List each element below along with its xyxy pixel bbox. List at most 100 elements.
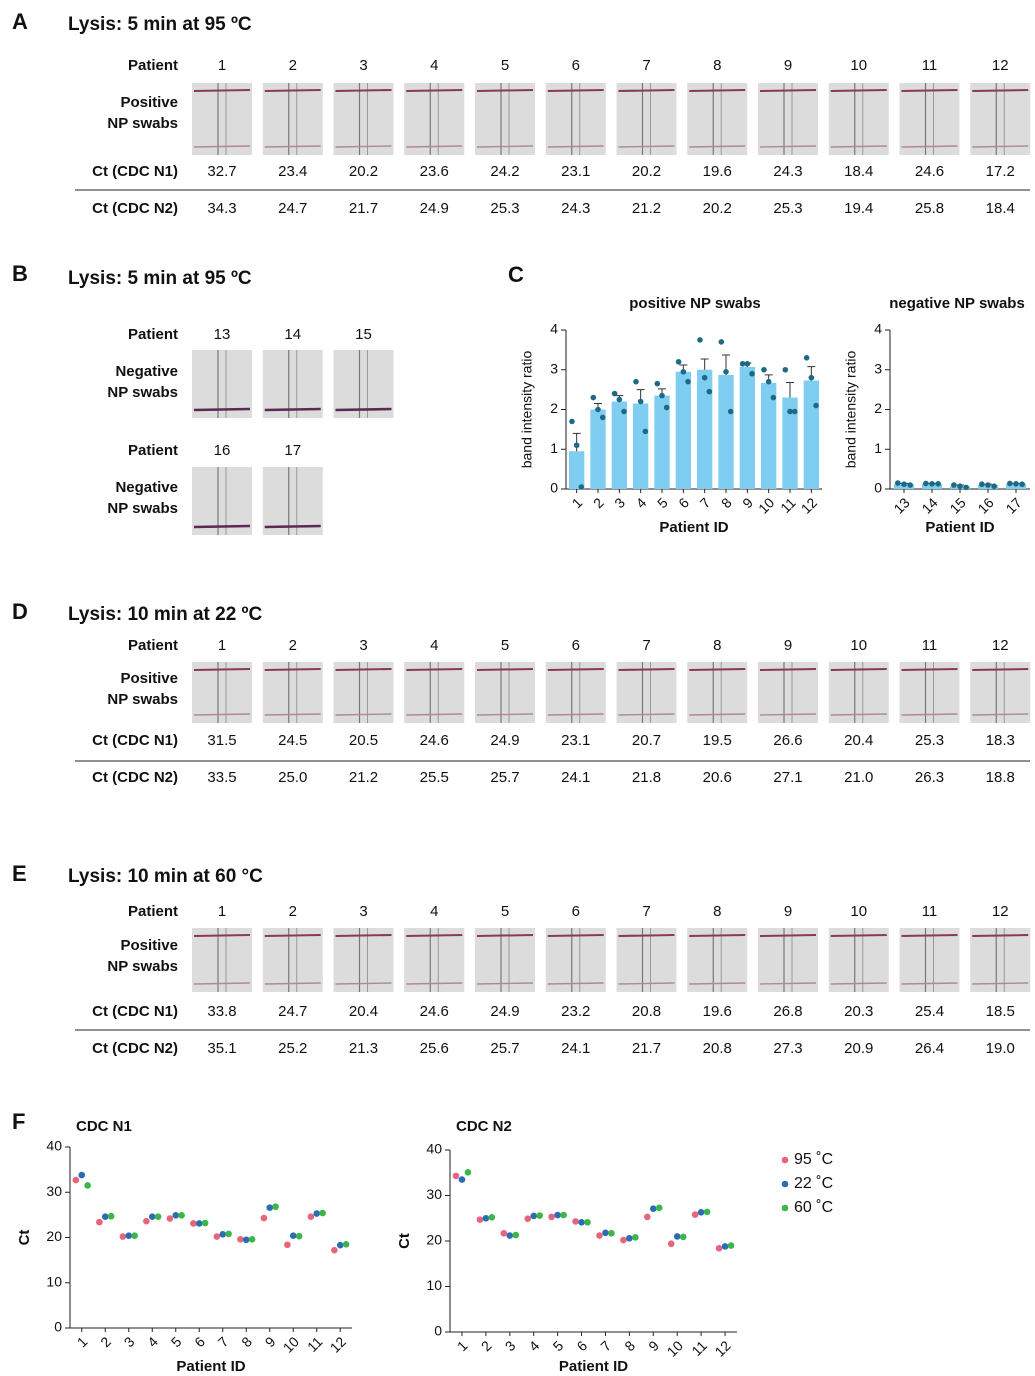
y-tick-label: 30 [426,1186,442,1202]
data-point [143,1217,150,1225]
ct-value: 23.1 [561,732,590,749]
patient-id: 14 [284,326,301,343]
x-tick-label: 12 [327,1333,349,1355]
test-band [335,934,392,937]
ct-value: 24.7 [278,200,307,217]
test-band [901,934,958,937]
strip-body [970,928,1031,992]
data-point [219,1231,227,1238]
control-band [972,713,1029,716]
data-point [554,1211,561,1219]
sample-label: Positive [120,94,178,111]
x-tick-label: 2 [478,1337,495,1354]
patient-id: 4 [430,637,438,654]
data-point [1019,481,1025,488]
x-tick-label: 7 [697,494,714,511]
patient-id: 1 [218,903,226,920]
data-point [957,483,963,490]
data-point [765,378,772,385]
ct-value: 24.3 [773,163,802,180]
control-band [193,407,251,412]
ct-value: 20.6 [703,769,732,786]
ct-value: 23.4 [278,163,307,180]
ct-value: 21.3 [349,1040,378,1057]
panel-title: Lysis: 10 min at 60 °C [68,866,263,887]
data-point [248,1236,256,1243]
data-point [679,1233,687,1241]
x-tick-label: 10 [755,494,777,516]
test-strip [545,83,606,155]
data-point [125,1232,133,1239]
panel-title: Lysis: 5 min at 95 ºC [68,268,252,289]
data-point [907,482,913,488]
data-point [242,1236,250,1244]
data-point [803,355,810,361]
ct-value: 25.3 [773,200,802,217]
strip-body [687,83,748,155]
data-point [172,1212,180,1219]
ct-value: 25.3 [915,732,944,749]
control-band [335,145,392,148]
data-point [659,392,665,399]
y-tick-label: 2 [550,400,558,416]
data-point [225,1230,232,1238]
strip-body [475,928,535,992]
ct-value: 25.2 [278,1040,307,1057]
data-point [632,1234,639,1241]
ct-value: 19.6 [703,1003,732,1020]
test-strip [262,928,323,992]
ct-value: 25.4 [915,1003,944,1020]
control-band [547,713,604,716]
ct-value: 26.6 [773,732,802,749]
strip-body [758,83,818,155]
ct-value: 20.2 [703,200,732,217]
ct-value: 25.0 [278,769,307,786]
y-axis-label: Ct [16,1230,33,1246]
error-bar [572,432,581,452]
ct-value: 20.4 [349,1003,378,1020]
ct-value: 20.7 [632,732,661,749]
test-band [335,668,392,671]
x-tick-label: 8 [621,1337,638,1354]
control-band [476,713,534,716]
panel-letter: F [12,1109,25,1134]
ct-value: 21.7 [349,200,378,217]
data-point [1007,480,1013,487]
x-tick-label: 16 [974,494,996,516]
x-tick-label: 1 [569,494,586,511]
control-band [972,982,1029,985]
test-strip [616,83,677,155]
data-point [608,1229,615,1237]
data-point [319,1209,326,1217]
test-band [193,934,251,937]
control-band [335,713,392,716]
strip-body [404,928,465,992]
patient-id: 13 [214,326,231,343]
control-band [264,713,321,716]
control-band [830,145,887,148]
strip-body [262,928,323,992]
data-point [761,366,767,373]
data-point [979,481,985,488]
data-point [272,1203,279,1211]
test-strip [970,928,1031,992]
x-tick-label: 4 [526,1337,543,1354]
data-point [78,1171,86,1179]
data-point [452,1172,460,1180]
data-point [935,481,941,487]
test-band [830,668,887,671]
control-band [264,524,321,529]
data-point [706,388,713,395]
patient-id: 3 [359,903,367,920]
x-tick-label: 3 [611,494,628,511]
test-strip [828,928,889,992]
x-tick-label: 3 [121,1333,138,1350]
ct-value: 18.4 [986,200,1015,217]
control-band [193,713,251,716]
ct-value: 24.9 [420,200,449,217]
y-tick-label: 30 [46,1183,62,1199]
y-tick-label: 10 [46,1273,62,1289]
bar [675,371,692,489]
patient-id: 5 [501,903,509,920]
data-point [548,1213,555,1221]
